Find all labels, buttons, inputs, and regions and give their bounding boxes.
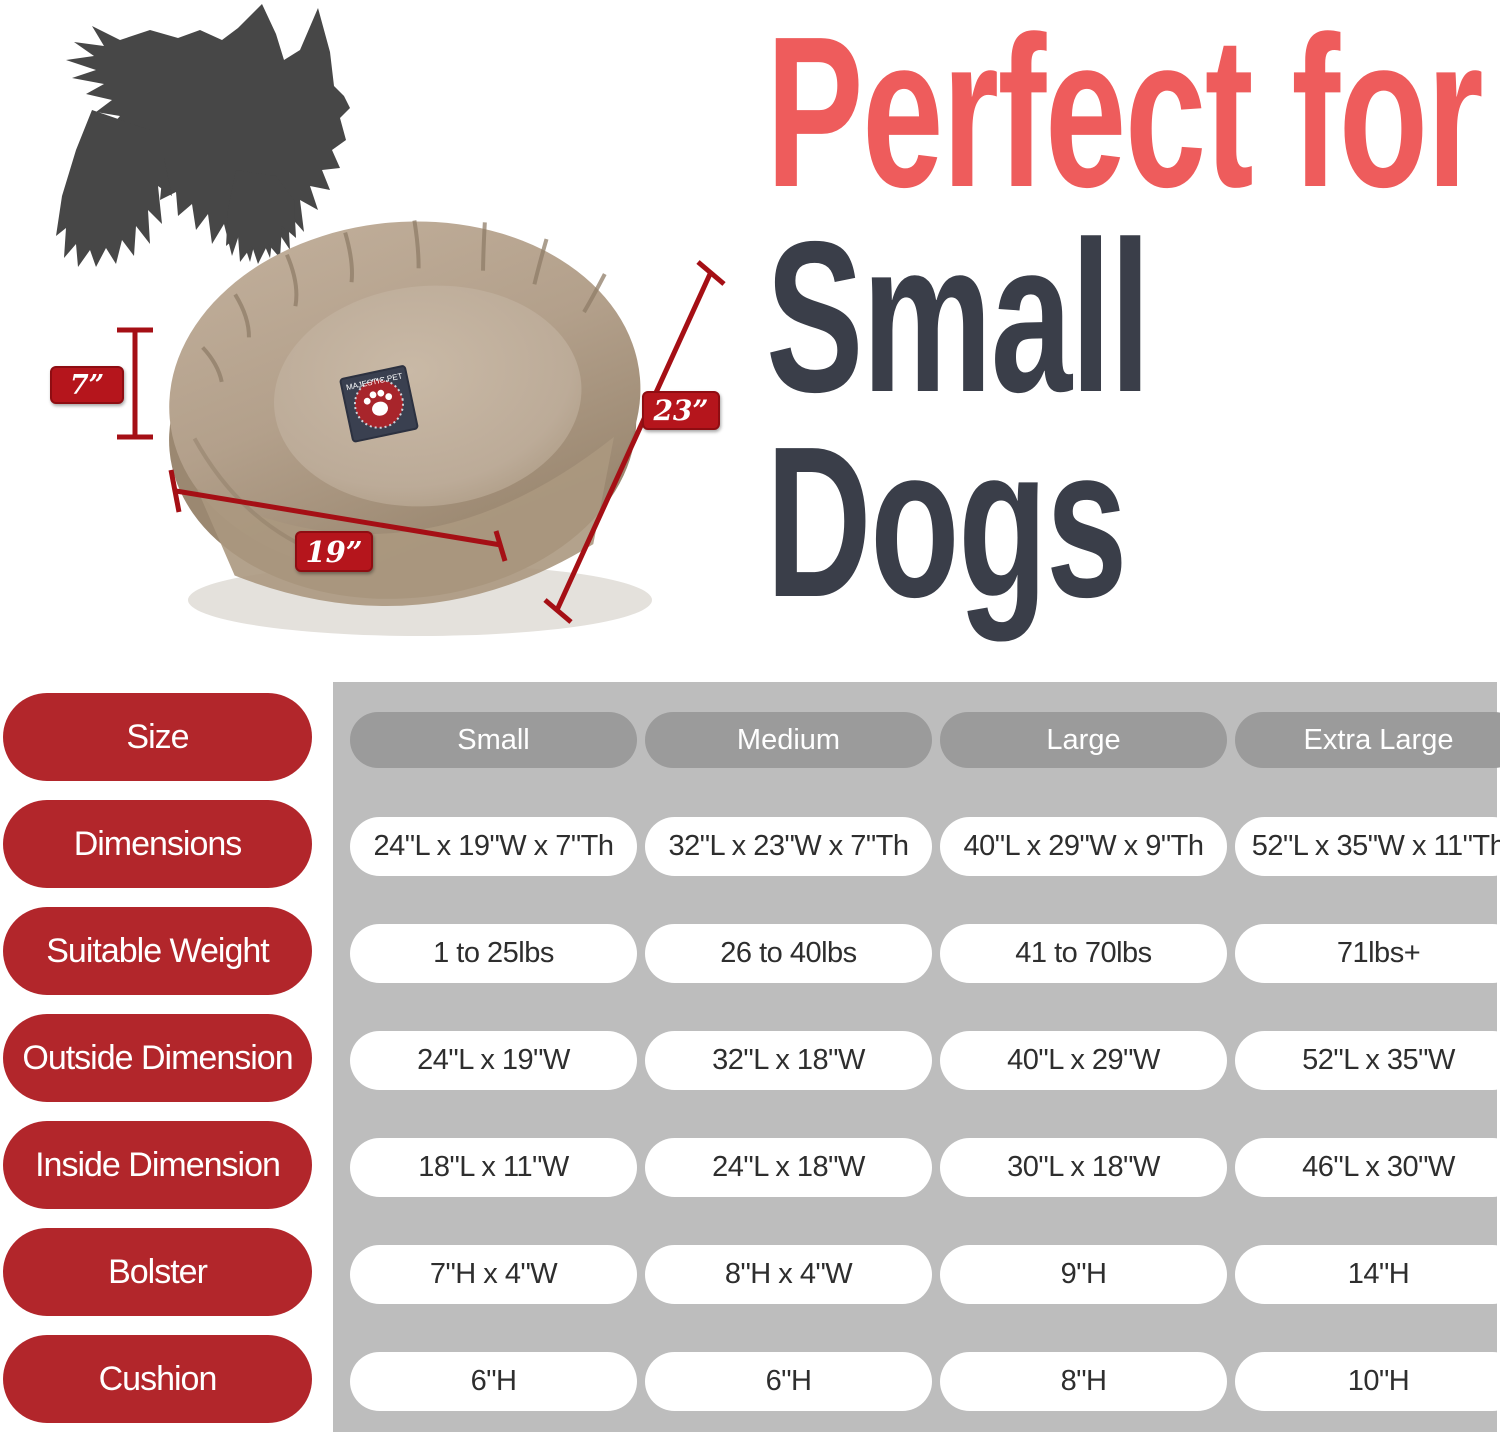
height-dimension-label: 7” <box>50 366 124 404</box>
cell-inside-medium: 24"L x 18"W <box>645 1138 932 1197</box>
column-header-extra-large: Extra Large <box>1235 712 1500 768</box>
column-header-large: Large <box>940 712 1227 768</box>
cell-weight-medium: 26 to 40lbs <box>645 924 932 983</box>
cell-weight-extra-large: 71lbs+ <box>1235 924 1500 983</box>
cell-dimensions-large: 40"L x 29"W x 9"Th <box>940 817 1227 876</box>
majestic-pet-patch: MAJESTIC PET <box>339 365 419 443</box>
column-header-small: Small <box>350 712 637 768</box>
cell-outside-medium: 32"L x 18"W <box>645 1031 932 1090</box>
cell-bolster-extra-large: 14"H <box>1235 1245 1500 1304</box>
cell-weight-small: 1 to 25lbs <box>350 924 637 983</box>
cell-dimensions-extra-large: 52"L x 35"W x 11"Th <box>1235 817 1500 876</box>
small-dog-silhouette-icon <box>56 4 350 267</box>
row-label-dimensions: Dimensions <box>3 800 312 888</box>
row-label-size: Size <box>3 693 312 781</box>
headline: Perfect for Small Dogs <box>766 0 1484 642</box>
cell-bolster-large: 9"H <box>940 1245 1227 1304</box>
cell-inside-large: 30"L x 18"W <box>940 1138 1227 1197</box>
cell-cushion-large: 8"H <box>940 1352 1227 1411</box>
cell-cushion-extra-large: 10"H <box>1235 1352 1500 1411</box>
length-dimension-label: 23” <box>642 391 720 430</box>
cell-outside-large: 40"L x 29"W <box>940 1031 1227 1090</box>
cell-bolster-small: 7"H x 4"W <box>350 1245 637 1304</box>
dimension-lines <box>117 260 726 624</box>
headline-line-3: Dogs <box>766 400 1127 642</box>
cell-bolster-medium: 8"H x 4"W <box>645 1245 932 1304</box>
cell-dimensions-medium: 32"L x 23"W x 7"Th <box>645 817 932 876</box>
headline-line-2: Small <box>766 195 1151 437</box>
row-label-bolster: Bolster <box>3 1228 312 1316</box>
hero-section: MAJESTIC PET Perfect for Small Dogs 7” 1… <box>0 0 1500 682</box>
cell-outside-small: 24"L x 19"W <box>350 1031 637 1090</box>
paw-icon <box>363 389 393 416</box>
cell-cushion-medium: 6"H <box>645 1352 932 1411</box>
column-header-medium: Medium <box>645 712 932 768</box>
headline-line-1: Perfect for <box>766 0 1484 232</box>
cell-outside-extra-large: 52"L x 35"W <box>1235 1031 1500 1090</box>
cell-inside-small: 18"L x 11"W <box>350 1138 637 1197</box>
row-label-cushion: Cushion <box>3 1335 312 1423</box>
row-label-outside-dimension: Outside Dimension <box>3 1014 312 1102</box>
row-label-inside-dimension: Inside Dimension <box>3 1121 312 1209</box>
cell-weight-large: 41 to 70lbs <box>940 924 1227 983</box>
width-dimension-label: 19” <box>295 531 373 572</box>
cell-inside-extra-large: 46"L x 30"W <box>1235 1138 1500 1197</box>
cell-dimensions-small: 24"L x 19"W x 7"Th <box>350 817 637 876</box>
row-label-suitable-weight: Suitable Weight <box>3 907 312 995</box>
cell-cushion-small: 6"H <box>350 1352 637 1411</box>
